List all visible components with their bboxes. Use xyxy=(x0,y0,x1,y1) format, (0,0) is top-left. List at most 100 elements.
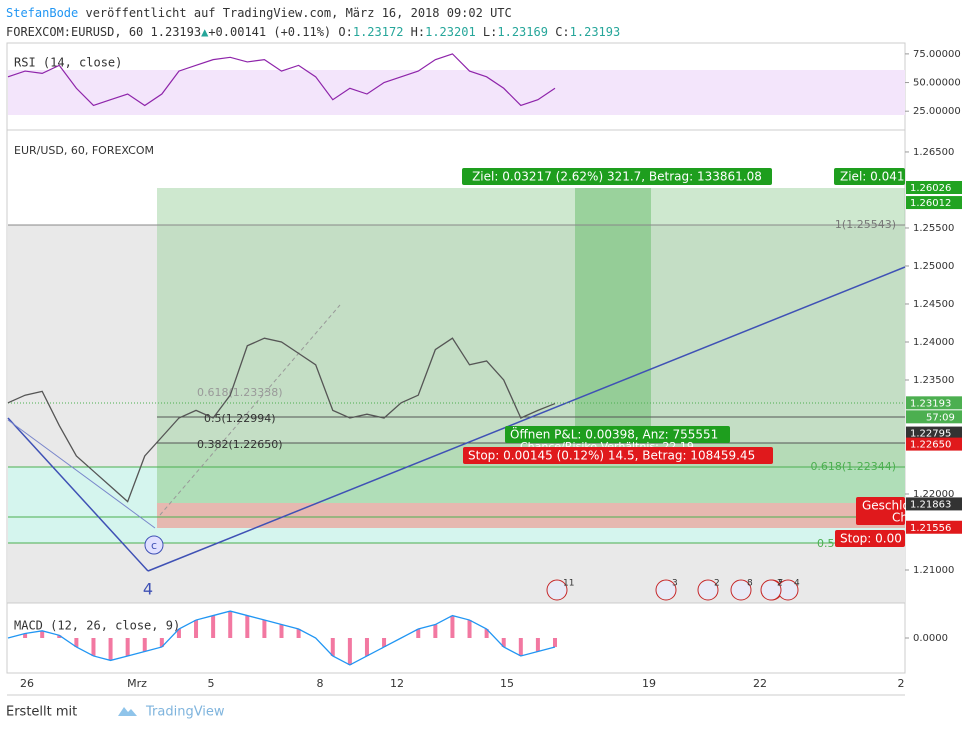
macd-bar xyxy=(108,638,113,661)
pnl-bg xyxy=(505,426,730,443)
l-label: L: xyxy=(483,25,497,39)
macd-bar xyxy=(211,615,216,638)
series-line xyxy=(7,610,556,666)
price-label-bg xyxy=(906,180,962,194)
closed-label: Geschlo xyxy=(862,499,910,513)
event-badge xyxy=(730,579,752,601)
target-label-bg xyxy=(462,168,772,185)
macd-bar xyxy=(450,615,455,638)
x-tick-label: 2 xyxy=(898,677,905,690)
macd-bar xyxy=(535,638,540,652)
macd-bar xyxy=(228,611,233,638)
fib-label: 1(1.25543) xyxy=(835,218,896,231)
wave-badge xyxy=(144,535,164,555)
x-tick-label: 22 xyxy=(753,677,767,690)
macd-bar xyxy=(279,624,284,638)
event-badge xyxy=(546,579,568,601)
symbol: FOREXCOM:EURUSD, 60 xyxy=(6,25,143,39)
macd-bar xyxy=(467,620,472,638)
c-label: C: xyxy=(555,25,569,39)
stop-label: Stop: 0.00145 (0.12%) 14.5, Betrag: 1084… xyxy=(468,449,755,463)
price-label-bg xyxy=(906,426,962,440)
stop-bg xyxy=(463,447,773,464)
y-tick-label: 75.00000 xyxy=(913,49,961,60)
macd-bar xyxy=(433,624,438,638)
tv-logo xyxy=(118,707,137,716)
macd-bar xyxy=(416,629,421,638)
footer-brand[interactable]: TradingView xyxy=(145,705,225,720)
closed-label: Ch xyxy=(892,511,908,525)
target-highlight xyxy=(575,188,651,443)
target-label: Ziel: 0.041 xyxy=(840,170,904,184)
footer-made: Erstellt mit xyxy=(6,705,77,720)
macd-bar xyxy=(91,638,96,656)
fib-label: 0.618(1.23338) xyxy=(197,386,283,399)
price-label: 1.22795 xyxy=(910,429,951,440)
published: veröffentlicht auf TradingView.com, März… xyxy=(85,6,511,20)
wave-4: 4 xyxy=(143,580,153,599)
closed-bg xyxy=(856,497,905,525)
trend-line xyxy=(147,266,906,572)
macd-bar xyxy=(57,635,62,638)
event-badge xyxy=(697,579,719,601)
y-tick-label: 1.23500 xyxy=(913,375,954,386)
macd-bar xyxy=(142,638,147,652)
macd-bar xyxy=(176,629,181,638)
y-tick-label: 1.26500 xyxy=(913,147,954,158)
x-tick-label: 12 xyxy=(390,677,404,690)
macd-bar xyxy=(40,630,45,638)
macd-bar xyxy=(364,638,369,656)
macd-bar xyxy=(159,638,164,647)
stop-label: Stop: 0.00 xyxy=(840,532,902,546)
low: 1.23169 xyxy=(497,25,548,39)
rsi-band xyxy=(8,70,905,115)
event-count: 11 xyxy=(563,579,574,589)
x-tick-label: Mrz xyxy=(127,677,147,690)
wave-line xyxy=(7,419,156,529)
macd-bar xyxy=(262,620,267,638)
macd-bar xyxy=(296,629,301,638)
macd-bar xyxy=(245,615,250,638)
fib-label: 0.5(1.22994) xyxy=(204,412,276,425)
x-tick-label: 26 xyxy=(20,677,34,690)
wave-c: c xyxy=(151,539,157,552)
price-label-bg xyxy=(906,437,962,451)
close: 1.23193 xyxy=(570,25,621,39)
fib-label: 0.5 xyxy=(817,537,835,550)
author: StefanBode xyxy=(6,6,78,20)
price-label: 1.21556 xyxy=(910,523,951,534)
y-tick-label: 1.24500 xyxy=(913,299,954,310)
price-label-bg xyxy=(906,396,962,410)
price-title: EUR/USD, 60, FOREXCOM xyxy=(14,144,154,157)
high: 1.23201 xyxy=(425,25,476,39)
last: 1.23193 xyxy=(151,25,202,39)
price-label-bg xyxy=(906,520,962,534)
macd-bar xyxy=(518,638,523,656)
price-label: 1.21863 xyxy=(910,499,951,510)
arrow: ▲ xyxy=(201,25,209,39)
o-label: O: xyxy=(338,25,352,39)
header-line: StefanBode veröffentlicht auf TradingVie… xyxy=(6,6,512,20)
series-line xyxy=(7,53,556,107)
event-count: 4 xyxy=(794,579,800,589)
y-tick-label: 0.0000 xyxy=(913,633,948,644)
event-badge xyxy=(760,579,782,601)
y-tick-label: 1.24000 xyxy=(913,337,954,348)
pnl: Öffnen P&L: 0.00398, Anz: 755551 xyxy=(510,426,718,442)
symbol-line: FOREXCOM:EURUSD, 60 1.23193▲+0.00141 (+0… xyxy=(6,25,620,39)
macd-bar xyxy=(484,629,489,638)
change: +0.00141 (+0.11%) xyxy=(208,25,331,39)
x-tick-label: 5 xyxy=(208,677,215,690)
target-label: Ziel: 0.03217 (2.62%) 321.7, Betrag: 133… xyxy=(472,170,762,184)
countdown-bg xyxy=(906,410,962,424)
price-label: 1.22650 xyxy=(910,440,951,451)
fib-label: 0.618(1.22344) xyxy=(810,460,896,473)
y-tick-label: 1.22000 xyxy=(913,489,954,500)
price-label: 1.26012 xyxy=(910,198,951,209)
series-line xyxy=(7,337,556,503)
rsi-title: RSI (14, close) xyxy=(14,56,122,70)
fib-label: 0.382(1.22650) xyxy=(197,438,283,451)
stop-box xyxy=(157,503,905,528)
event-count: 2 xyxy=(714,579,720,589)
